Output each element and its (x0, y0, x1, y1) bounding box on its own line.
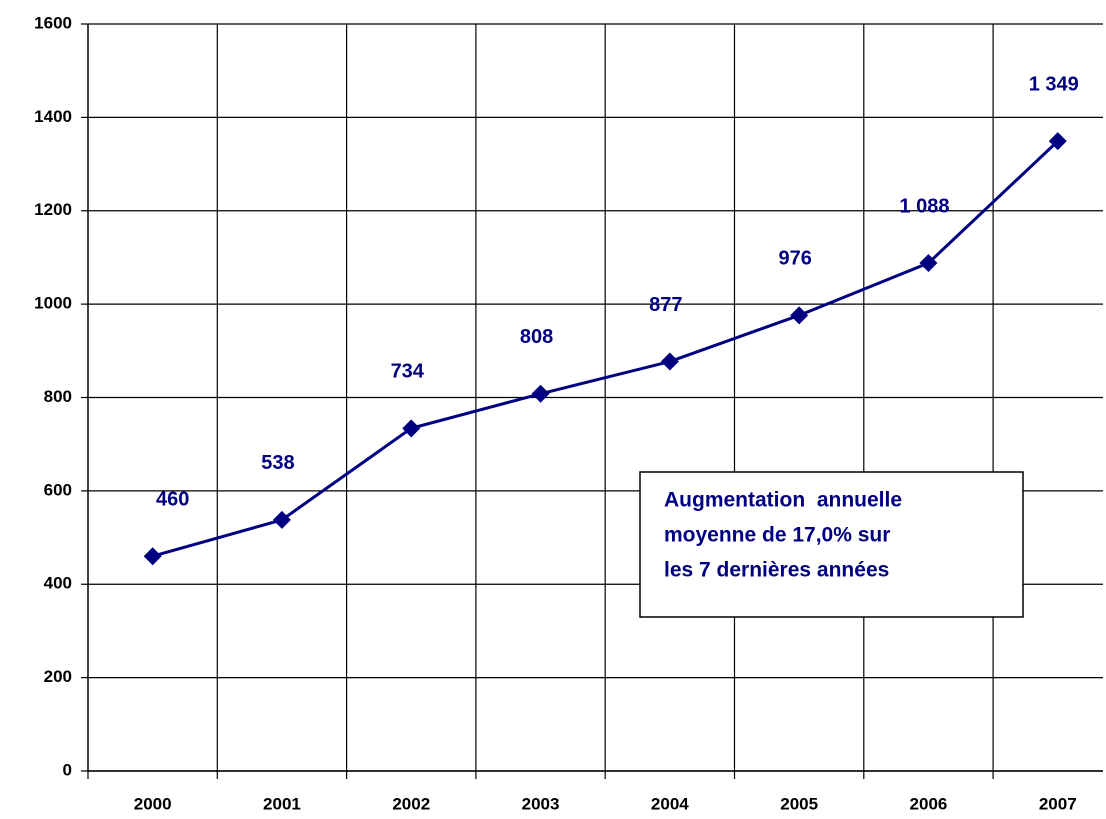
value-label: 976 (778, 248, 811, 270)
value-label: 538 (261, 452, 294, 474)
value-label: 734 (391, 361, 425, 383)
marker (919, 254, 938, 273)
y-tick-label: 0 (63, 760, 72, 779)
x-tick-label: 2000 (134, 794, 172, 813)
marker (790, 306, 809, 325)
y-tick-label: 1000 (34, 294, 72, 313)
x-tick-label: 2005 (780, 794, 818, 813)
annotation-line: les 7 dernières années (664, 559, 889, 582)
y-tick-label: 600 (44, 480, 72, 499)
marker (143, 547, 162, 566)
y-tick-label: 200 (44, 667, 72, 686)
marker (402, 419, 421, 438)
series-line (152, 140, 1059, 558)
x-tick-label: 2003 (522, 794, 560, 813)
y-tick-label: 800 (44, 387, 72, 406)
marker (660, 352, 679, 371)
value-label: 877 (649, 294, 682, 316)
value-label: 460 (156, 489, 189, 511)
x-tick-label: 2002 (392, 794, 430, 813)
annotation-line: Augmentation annuelle (664, 489, 902, 512)
y-tick-label: 400 (44, 574, 72, 593)
annotation-box (639, 471, 1024, 618)
y-tick-label: 1400 (34, 107, 72, 126)
x-tick-label: 2001 (263, 794, 301, 813)
value-label: 808 (520, 326, 553, 348)
x-tick-label: 2006 (910, 794, 948, 813)
y-tick-label: 1600 (34, 13, 72, 32)
marker (272, 510, 291, 529)
annotation-line: moyenne de 17,0% sur (664, 524, 890, 547)
x-tick-label: 2004 (651, 794, 689, 813)
value-label: 1 349 (1029, 73, 1079, 95)
marker (531, 384, 550, 403)
x-tick-label: 2007 (1039, 794, 1077, 813)
value-label: 1 088 (899, 195, 949, 217)
marker (1048, 132, 1067, 151)
y-tick-label: 1200 (34, 200, 72, 219)
